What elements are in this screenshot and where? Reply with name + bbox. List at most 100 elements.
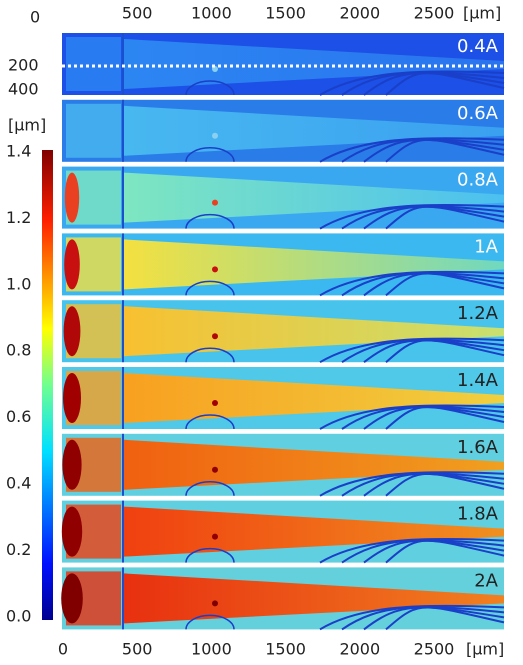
panel-label: 2A <box>474 570 498 591</box>
channel <box>363 272 505 297</box>
bottom-tick-label: 500 <box>122 640 153 659</box>
film-wedge <box>124 105 504 156</box>
film-wedge <box>124 172 504 223</box>
channel <box>319 404 505 430</box>
panel-label: 0.8A <box>457 170 499 191</box>
channel <box>319 337 505 364</box>
film-wedge <box>124 239 504 290</box>
arc <box>185 80 235 96</box>
panel-label: 1A <box>474 236 498 257</box>
channel <box>363 472 505 497</box>
panel-label: 1.8A <box>457 504 499 525</box>
inlet-blob <box>64 172 80 223</box>
inlet-blob <box>61 506 83 557</box>
panel-label: 1.6A <box>457 437 499 458</box>
top-tick-label: 1000 <box>191 4 232 23</box>
channel <box>341 472 505 497</box>
colorbar-unit: [μm] <box>8 116 46 135</box>
film-wedge <box>124 506 504 557</box>
channel <box>363 339 505 363</box>
channel <box>363 606 505 631</box>
inlet-region <box>66 103 121 158</box>
top-tick-label: 500 <box>122 4 153 23</box>
arc <box>185 280 235 296</box>
inlet-blob <box>62 439 82 490</box>
arc <box>185 147 235 162</box>
panel: 0.4A <box>62 33 505 96</box>
inlet-blob <box>63 306 81 357</box>
side-tick-label: 0 <box>30 8 40 27</box>
arc <box>185 547 235 563</box>
particle <box>212 533 218 540</box>
colorbar-tick-label: 0.2 <box>6 540 31 559</box>
channel <box>341 205 505 230</box>
inlet-blob <box>61 573 83 624</box>
side-tick-label: 200 <box>8 56 39 75</box>
colorbar-tick-label: 0.4 <box>6 474 31 493</box>
channel <box>319 204 505 230</box>
panel: 1.4A <box>62 367 505 430</box>
top-tick-label: 2000 <box>339 4 380 23</box>
channel <box>319 538 505 564</box>
particle <box>212 400 218 406</box>
panel: 0.8A <box>62 166 505 230</box>
channel <box>363 406 505 430</box>
colorbar-tick-label: 1.2 <box>6 208 31 227</box>
arc <box>185 347 235 363</box>
channel <box>341 71 505 96</box>
colorbar-tick-label: 0.0 <box>6 606 31 625</box>
channel <box>385 138 505 163</box>
channel <box>319 270 505 297</box>
panel: 2A <box>61 567 505 631</box>
channel <box>341 539 505 564</box>
bottom-tick-label: 1500 <box>265 640 306 659</box>
colorbar-tick-label: 0.8 <box>6 341 31 360</box>
colorbar-tick-label: 1.4 <box>6 142 31 161</box>
channel <box>385 339 505 363</box>
channel <box>341 271 505 297</box>
channel <box>385 472 505 497</box>
panel: 1.2A <box>62 300 505 364</box>
panel-label: 0.4A <box>457 36 499 57</box>
channel <box>363 539 505 564</box>
inlet-region <box>66 37 121 91</box>
bottom-tick-label: 2000 <box>339 640 380 659</box>
channel <box>385 406 505 430</box>
channel <box>341 405 505 430</box>
channel <box>385 72 505 96</box>
channel <box>385 539 505 564</box>
channel <box>385 272 505 297</box>
film-wedge <box>124 373 504 423</box>
top-tick-label: 1500 <box>265 4 306 23</box>
arc <box>185 481 235 496</box>
film-wedge <box>124 39 504 89</box>
panel: 0.6A <box>62 99 505 163</box>
bottom-tick-label: 1000 <box>191 640 232 659</box>
particle <box>212 600 218 607</box>
channel <box>363 205 505 230</box>
particle <box>212 132 218 139</box>
panel: 1.6A <box>62 433 505 497</box>
arc <box>185 614 235 630</box>
panel: 1A <box>62 233 505 297</box>
top-axis-unit: [μm] <box>463 4 501 23</box>
film-wedge <box>124 306 504 357</box>
channel <box>363 72 505 96</box>
panel: 1.8A <box>61 500 505 564</box>
film-wedge <box>124 439 504 490</box>
colorbar-tick-label: 1.0 <box>6 274 31 293</box>
bottom-axis-unit: [μm] <box>466 640 504 659</box>
arc <box>185 414 235 430</box>
particle <box>212 266 218 273</box>
particle <box>212 199 218 206</box>
bottom-tick-label: 2500 <box>414 640 455 659</box>
particle <box>212 333 218 340</box>
channel <box>341 338 505 364</box>
top-tick-label: 2500 <box>414 4 455 23</box>
channel <box>385 205 505 230</box>
panel-label: 1.4A <box>457 370 499 391</box>
channel <box>319 604 505 631</box>
side-tick-label: 400 <box>8 80 39 99</box>
bottom-tick-label: 0 <box>58 640 68 659</box>
channel <box>319 471 505 497</box>
